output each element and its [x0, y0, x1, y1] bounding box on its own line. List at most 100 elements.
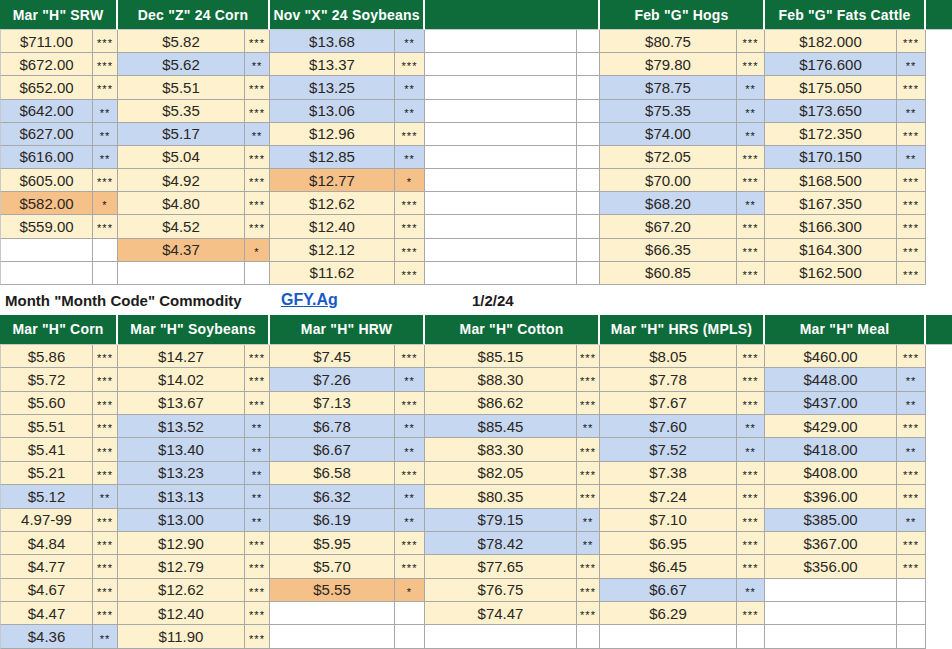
price-cell[interactable]: $86.62: [425, 392, 577, 415]
price-cell[interactable]: $5.35: [118, 100, 245, 123]
stars-cell[interactable]: **: [93, 123, 118, 146]
stars-cell[interactable]: [577, 76, 600, 99]
stars-cell[interactable]: **: [93, 625, 118, 648]
price-cell[interactable]: $173.650: [765, 100, 897, 123]
stars-cell[interactable]: ***: [897, 215, 926, 238]
price-cell[interactable]: $68.20: [600, 192, 737, 215]
price-cell[interactable]: $79.80: [600, 53, 737, 76]
stars-cell[interactable]: **: [897, 368, 926, 391]
stars-cell[interactable]: ***: [93, 415, 118, 438]
price-cell[interactable]: $356.00: [765, 555, 897, 578]
price-cell[interactable]: $5.12: [0, 485, 93, 508]
price-cell[interactable]: [765, 579, 897, 602]
stars-cell[interactable]: **: [93, 485, 118, 508]
stars-cell[interactable]: ***: [897, 123, 926, 146]
price-cell[interactable]: $13.00: [118, 509, 245, 532]
price-cell[interactable]: [425, 192, 577, 215]
price-cell[interactable]: $4.37: [118, 239, 245, 262]
price-cell[interactable]: $85.45: [425, 415, 577, 438]
stars-cell[interactable]: ***: [93, 169, 118, 192]
price-cell[interactable]: 4.97-99: [0, 509, 93, 532]
price-cell[interactable]: $6.95: [600, 532, 737, 555]
stars-cell[interactable]: [93, 262, 118, 285]
price-cell[interactable]: [425, 100, 577, 123]
price-cell[interactable]: [765, 602, 897, 625]
price-cell[interactable]: [600, 625, 737, 648]
stars-cell[interactable]: ***: [737, 239, 765, 262]
price-cell[interactable]: $5.62: [118, 53, 245, 76]
stars-cell[interactable]: ***: [737, 368, 765, 391]
price-cell[interactable]: $175.050: [765, 76, 897, 99]
stars-cell[interactable]: ***: [395, 555, 425, 578]
price-cell[interactable]: [0, 262, 93, 285]
price-cell[interactable]: $672.00: [0, 53, 93, 76]
price-cell[interactable]: $12.40: [118, 602, 245, 625]
price-cell[interactable]: $6.67: [270, 438, 395, 461]
stars-cell[interactable]: ***: [93, 438, 118, 461]
price-cell[interactable]: $67.20: [600, 215, 737, 238]
stars-cell[interactable]: ***: [245, 368, 270, 391]
price-cell[interactable]: $172.350: [765, 123, 897, 146]
price-cell[interactable]: $4.36: [0, 625, 93, 648]
price-cell[interactable]: $6.19: [270, 509, 395, 532]
price-cell[interactable]: $5.17: [118, 123, 245, 146]
price-cell[interactable]: $12.40: [270, 215, 395, 238]
stars-cell[interactable]: [577, 146, 600, 169]
stars-cell[interactable]: ***: [93, 392, 118, 415]
price-cell[interactable]: $13.67: [118, 392, 245, 415]
stars-cell[interactable]: [577, 239, 600, 262]
stars-cell[interactable]: ***: [395, 345, 425, 368]
stars-cell[interactable]: [897, 602, 926, 625]
price-cell[interactable]: [425, 625, 577, 648]
price-cell[interactable]: $72.05: [600, 146, 737, 169]
stars-cell[interactable]: [395, 625, 425, 648]
column-header[interactable]: Mar "H" Corn: [0, 315, 118, 345]
price-cell[interactable]: $4.92: [118, 169, 245, 192]
price-cell[interactable]: $7.60: [600, 415, 737, 438]
stars-cell[interactable]: [577, 53, 600, 76]
stars-cell[interactable]: **: [737, 100, 765, 123]
price-cell[interactable]: $7.10: [600, 509, 737, 532]
price-cell[interactable]: $60.85: [600, 262, 737, 285]
stars-cell[interactable]: [577, 30, 600, 53]
price-cell[interactable]: $12.62: [270, 192, 395, 215]
stars-cell[interactable]: [577, 192, 600, 215]
stars-cell[interactable]: ***: [737, 485, 765, 508]
stars-cell[interactable]: **: [897, 146, 926, 169]
price-cell[interactable]: $5.51: [118, 76, 245, 99]
stars-cell[interactable]: ***: [577, 555, 600, 578]
price-cell[interactable]: $168.500: [765, 169, 897, 192]
price-cell[interactable]: $418.00: [765, 438, 897, 461]
price-cell[interactable]: $14.02: [118, 368, 245, 391]
price-cell[interactable]: $11.62: [270, 262, 395, 285]
stars-cell[interactable]: ***: [737, 30, 765, 53]
stars-cell[interactable]: ***: [245, 625, 270, 648]
column-header[interactable]: Dec "Z" 24 Corn: [118, 0, 270, 30]
stars-cell[interactable]: [577, 100, 600, 123]
price-cell[interactable]: $5.41: [0, 438, 93, 461]
stars-cell[interactable]: ***: [245, 76, 270, 99]
price-cell[interactable]: [425, 53, 577, 76]
price-cell[interactable]: $13.52: [118, 415, 245, 438]
price-cell[interactable]: $80.35: [425, 485, 577, 508]
price-cell[interactable]: [425, 262, 577, 285]
price-cell[interactable]: $460.00: [765, 345, 897, 368]
column-header[interactable]: Mar "H" HRW: [270, 315, 425, 345]
price-cell[interactable]: [0, 239, 93, 262]
stars-cell[interactable]: ***: [93, 368, 118, 391]
price-cell[interactable]: $7.45: [270, 345, 395, 368]
stars-cell[interactable]: ***: [245, 602, 270, 625]
stars-cell[interactable]: ***: [395, 53, 425, 76]
stars-cell[interactable]: ***: [395, 123, 425, 146]
stars-cell[interactable]: **: [897, 392, 926, 415]
price-cell[interactable]: [425, 169, 577, 192]
stars-cell[interactable]: ***: [737, 462, 765, 485]
price-cell[interactable]: [765, 625, 897, 648]
price-cell[interactable]: $12.85: [270, 146, 395, 169]
price-cell[interactable]: $429.00: [765, 415, 897, 438]
stars-cell[interactable]: **: [395, 30, 425, 53]
price-cell[interactable]: $5.60: [0, 392, 93, 415]
price-cell[interactable]: $88.30: [425, 368, 577, 391]
price-cell[interactable]: [425, 30, 577, 53]
price-cell[interactable]: $448.00: [765, 368, 897, 391]
